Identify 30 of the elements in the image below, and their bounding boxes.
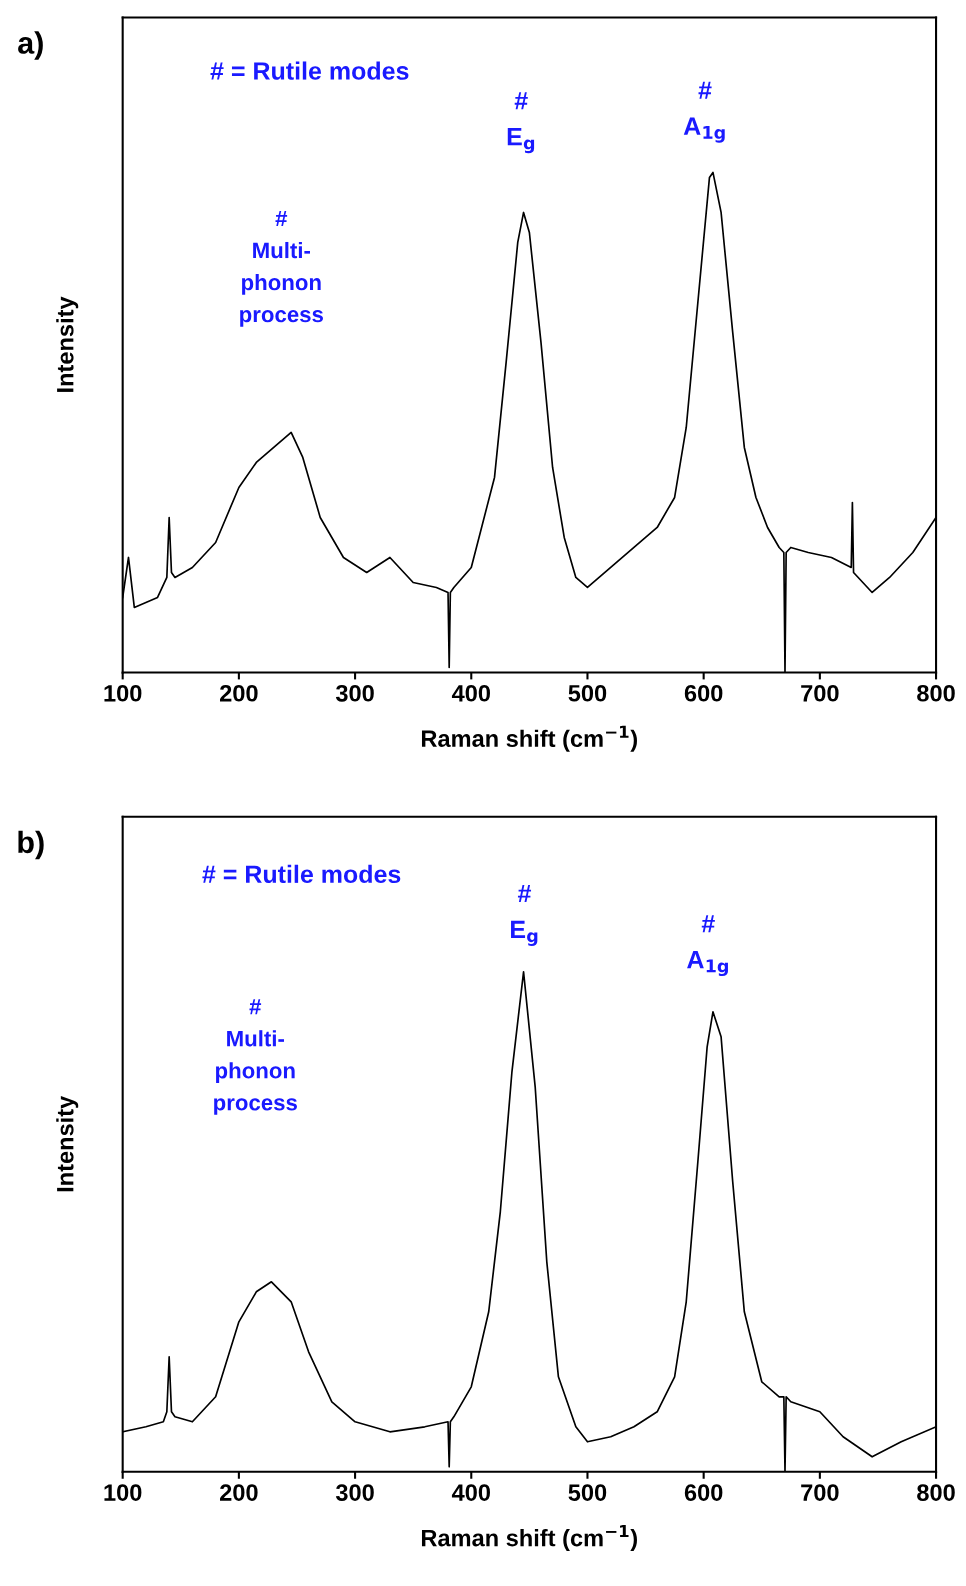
x-tick-label: 600: [684, 684, 723, 702]
x-tick-label: 600: [684, 1484, 723, 1501]
x-tick-label: 200: [220, 684, 258, 702]
annotation: # A$_{1g}$: [687, 915, 728, 977]
annotation: # Multi- phonon process: [214, 999, 297, 1115]
y-axis-title: Intensity: [56, 296, 79, 392]
x-axis-title: Raman shift (cm$^{−1}$): [421, 1525, 637, 1552]
x-tick-label: 400: [451, 684, 490, 702]
x-tick-label: 500: [568, 684, 607, 702]
annotation: # Multi- phonon process: [240, 210, 323, 327]
text: # E$_{g}$: [511, 885, 538, 946]
chart-title: b): [18, 830, 44, 860]
x-tick-label: 500: [568, 1484, 607, 1501]
x-tick-label: 700: [801, 1484, 839, 1501]
text: # E$_{g}$: [507, 92, 535, 154]
x-tick-label: 700: [801, 684, 839, 702]
x-tick-label: 400: [451, 1484, 490, 1501]
text: # = Rutile modes: [210, 61, 409, 80]
x-axis-title: Raman shift (cm$^{−1}$): [421, 725, 637, 752]
x-tick-label: 100: [104, 684, 142, 702]
chart-title: a): [18, 31, 43, 60]
x-tick-label: 100: [104, 1484, 142, 1501]
x-tick-label: 200: [220, 1484, 258, 1501]
x-tick-label: 800: [917, 1484, 955, 1501]
y-axis-title: Intensity: [56, 1095, 79, 1192]
text: # = Rutile modes: [202, 864, 401, 884]
x-tick-label: 300: [335, 1484, 374, 1501]
x-tick-label: 300: [335, 684, 374, 702]
text: # A$_{1g}$: [683, 81, 725, 143]
x-tick-label: 800: [917, 684, 955, 702]
